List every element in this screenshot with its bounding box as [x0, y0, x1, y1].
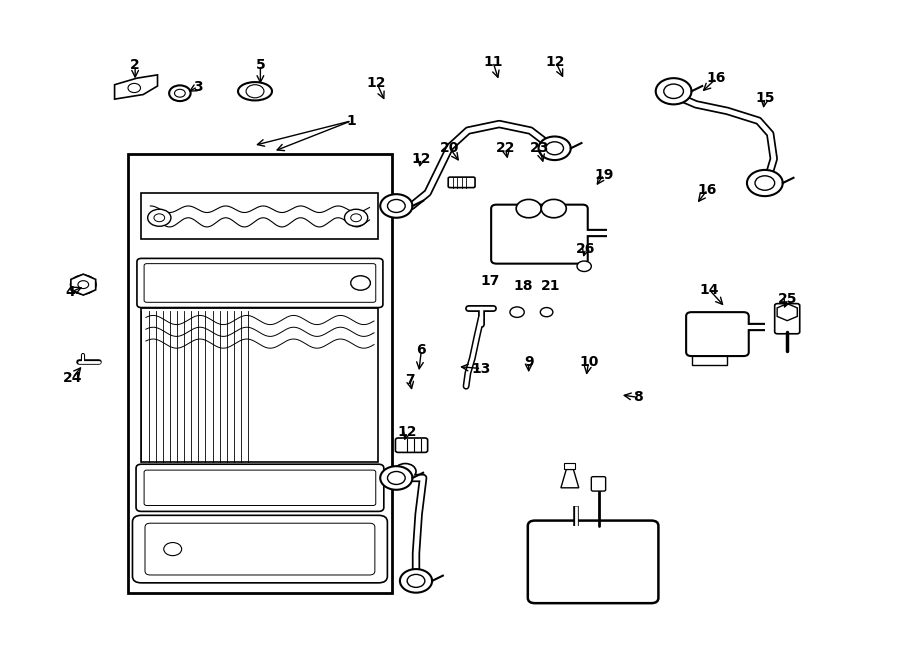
FancyBboxPatch shape — [145, 524, 375, 575]
Circle shape — [540, 307, 553, 317]
Circle shape — [164, 543, 182, 556]
Text: 26: 26 — [576, 241, 596, 256]
Text: 22: 22 — [496, 141, 515, 155]
FancyBboxPatch shape — [491, 205, 588, 264]
Circle shape — [755, 176, 775, 190]
Circle shape — [577, 261, 591, 272]
Circle shape — [351, 276, 371, 290]
Text: 1: 1 — [346, 114, 356, 128]
Circle shape — [351, 214, 362, 221]
Text: 5: 5 — [256, 58, 266, 72]
Text: 18: 18 — [514, 279, 533, 293]
Circle shape — [407, 574, 425, 588]
Polygon shape — [777, 303, 797, 321]
Circle shape — [345, 210, 368, 226]
Circle shape — [78, 281, 88, 289]
Polygon shape — [71, 274, 95, 295]
FancyBboxPatch shape — [686, 312, 749, 356]
Text: 13: 13 — [472, 362, 491, 375]
FancyBboxPatch shape — [527, 521, 659, 603]
Circle shape — [747, 170, 783, 196]
Circle shape — [400, 569, 432, 593]
Text: 23: 23 — [530, 141, 549, 155]
Circle shape — [148, 210, 171, 226]
Bar — [691, 351, 727, 366]
Text: 12: 12 — [367, 76, 386, 90]
Circle shape — [664, 84, 683, 98]
Circle shape — [246, 85, 264, 98]
Text: 4: 4 — [65, 286, 75, 299]
FancyBboxPatch shape — [144, 470, 376, 506]
Text: 12: 12 — [411, 152, 431, 166]
Circle shape — [538, 136, 571, 160]
Text: 12: 12 — [545, 55, 565, 69]
Text: 15: 15 — [755, 91, 775, 105]
Circle shape — [656, 78, 691, 104]
FancyBboxPatch shape — [136, 464, 383, 512]
Text: 20: 20 — [440, 141, 460, 155]
Text: 6: 6 — [417, 343, 427, 357]
FancyBboxPatch shape — [144, 264, 376, 302]
Text: 21: 21 — [540, 279, 560, 293]
Text: 14: 14 — [699, 283, 719, 297]
Circle shape — [394, 463, 416, 479]
FancyBboxPatch shape — [132, 516, 387, 583]
Text: 9: 9 — [524, 355, 534, 369]
Text: 24: 24 — [63, 371, 82, 385]
Text: 16: 16 — [706, 71, 726, 85]
FancyBboxPatch shape — [775, 303, 800, 334]
Text: 16: 16 — [698, 182, 717, 196]
Ellipse shape — [238, 82, 272, 100]
Text: 17: 17 — [481, 274, 500, 288]
Bar — [141, 307, 378, 461]
Circle shape — [128, 83, 140, 93]
Circle shape — [380, 194, 412, 217]
Circle shape — [517, 200, 541, 217]
FancyBboxPatch shape — [395, 438, 428, 452]
Circle shape — [510, 307, 524, 317]
Bar — [128, 153, 392, 593]
Text: 2: 2 — [130, 58, 140, 72]
Circle shape — [154, 214, 165, 221]
Circle shape — [71, 276, 95, 293]
Circle shape — [388, 200, 405, 212]
Circle shape — [175, 89, 185, 97]
Text: 10: 10 — [579, 355, 599, 369]
Circle shape — [169, 85, 191, 101]
Bar — [141, 193, 378, 239]
FancyBboxPatch shape — [137, 258, 382, 307]
Bar — [564, 463, 575, 469]
FancyBboxPatch shape — [591, 477, 606, 491]
Text: 11: 11 — [483, 55, 503, 69]
Circle shape — [388, 471, 405, 485]
FancyBboxPatch shape — [448, 177, 475, 188]
Text: 8: 8 — [633, 391, 643, 405]
Text: 12: 12 — [397, 425, 417, 439]
Text: 3: 3 — [193, 80, 202, 94]
Polygon shape — [114, 75, 158, 99]
Text: 19: 19 — [594, 167, 614, 182]
Circle shape — [380, 466, 412, 490]
Circle shape — [541, 200, 566, 217]
Text: 7: 7 — [405, 373, 415, 387]
Circle shape — [545, 142, 563, 155]
Text: 25: 25 — [778, 292, 797, 306]
Polygon shape — [561, 469, 579, 488]
